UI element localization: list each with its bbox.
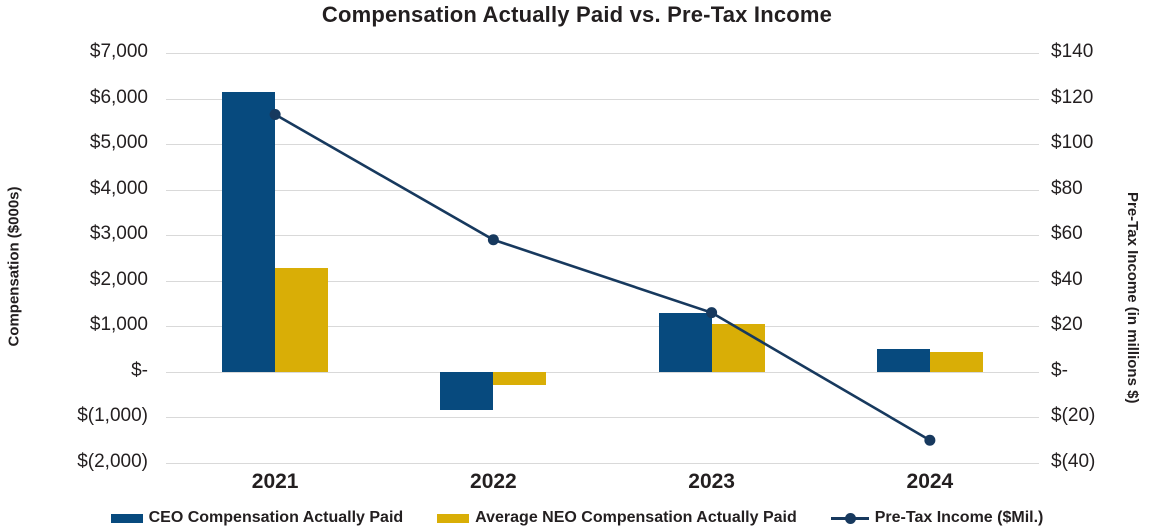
pretax-income-line	[274, 113, 931, 442]
x-axis-label-2022: 2022	[470, 470, 517, 493]
right-axis-tick-label: $(40)	[1051, 451, 1096, 472]
gridline	[166, 189, 1039, 191]
bar-ceo-2021	[222, 91, 276, 372]
x-axis-label-2024: 2024	[906, 470, 954, 493]
x-axis-label-2023: 2023	[688, 470, 735, 493]
legend: CEO Compensation Actually Paid Average NE…	[0, 509, 1154, 527]
right-axis-tick-label: $140	[1051, 41, 1094, 62]
legend-item: Pre-Tax Income ($Mil.)	[830, 509, 1044, 527]
legend-label: Pre-Tax Income ($Mil.)	[874, 509, 1044, 526]
legend-label: Average NEO Compensation Actually Paid	[475, 509, 797, 526]
bar-neo-2021	[275, 268, 329, 372]
right-axis-tick-label: $-	[1051, 359, 1068, 381]
left-axis-tick-label: $5,000	[89, 132, 148, 154]
x-axis-label-2021: 2021	[251, 470, 299, 493]
legend-label: CEO Compensation Actually Paid	[148, 509, 404, 526]
left-axis-tick-label: $7,000	[89, 41, 148, 62]
pretax-income-point-2024	[924, 434, 936, 446]
right-axis-tick-label: $120	[1051, 86, 1094, 108]
legend-swatch-icon	[437, 513, 470, 523]
bar-neo-2022	[493, 371, 547, 386]
legend-item: CEO Compensation Actually Paid	[110, 509, 404, 527]
chart-title: Compensation Actually Paid vs. Pre-Tax I…	[321, 2, 833, 27]
left-axis-tick-label: $4,000	[89, 177, 148, 199]
legend-dot-icon	[844, 512, 856, 524]
legend-swatch-icon	[110, 513, 143, 523]
left-axis-title: Compensation ($000s)	[5, 186, 23, 347]
left-axis-tick-label: $-	[131, 359, 148, 381]
bar-ceo-2024	[876, 349, 930, 372]
bar-ceo-2022	[440, 371, 494, 411]
right-axis-tick-label: $40	[1051, 268, 1083, 290]
left-axis-tick-label: $3,000	[89, 223, 148, 245]
gridline	[166, 144, 1039, 146]
right-axis-tick-label: $100	[1051, 132, 1094, 154]
right-axis-title: Pre-Tax Income (in millions $)	[1124, 192, 1141, 404]
bar-neo-2024	[929, 352, 983, 372]
gridline	[166, 98, 1039, 100]
left-axis-tick-label: $6,000	[89, 86, 148, 108]
left-axis-tick-label: $(2,000)	[77, 451, 148, 472]
gridline	[166, 235, 1039, 237]
right-axis-tick-label: $(20)	[1051, 405, 1096, 427]
left-axis-tick-label: $(1,000)	[77, 405, 148, 427]
left-axis-tick-label: $2,000	[89, 268, 148, 290]
legend-item: Average NEO Compensation Actually Paid	[437, 509, 797, 527]
bar-neo-2023	[711, 323, 765, 372]
bar-ceo-2023	[658, 313, 712, 372]
right-axis-tick-label: $80	[1051, 177, 1083, 199]
gridline	[166, 371, 1039, 373]
gridline	[166, 53, 1039, 54]
right-axis-tick-label: $60	[1051, 223, 1083, 245]
gridline	[166, 417, 1039, 419]
gridline	[166, 463, 1039, 464]
right-axis-tick-label: $20	[1051, 314, 1083, 336]
legend-line-marker-icon	[830, 512, 869, 524]
left-axis-tick-label: $1,000	[89, 314, 148, 336]
